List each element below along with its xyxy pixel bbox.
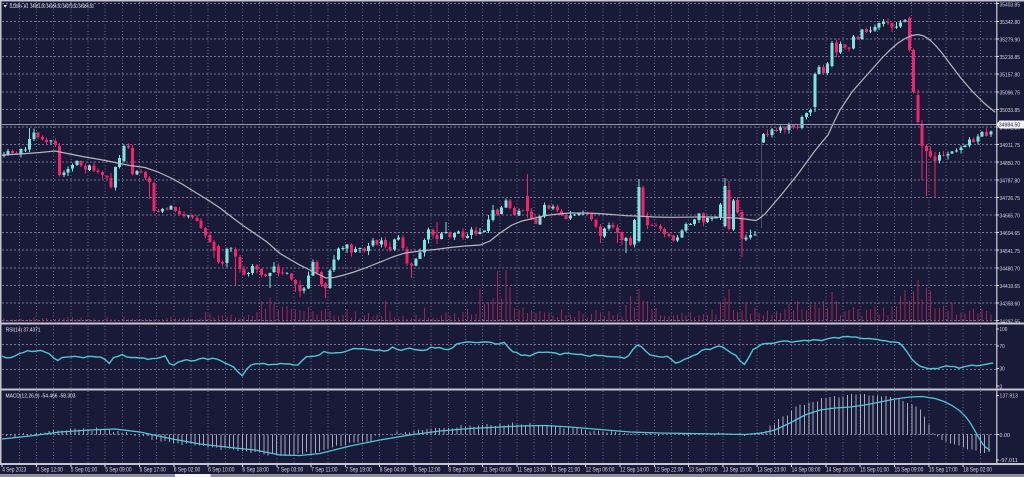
svg-text:14 Sep 08:00: 14 Sep 08:00	[792, 467, 821, 473]
svg-text:34419.65: 34419.65	[1000, 284, 1021, 290]
svg-text:15 Sep 17:00: 15 Sep 17:00	[929, 467, 958, 473]
svg-text:5 Sep 01:00: 5 Sep 01:00	[71, 467, 98, 473]
svg-text:35342.80: 35342.80	[1000, 20, 1021, 26]
svg-text:11 Sep 05:00: 11 Sep 05:00	[483, 467, 512, 473]
svg-text:13 Sep 15:00: 13 Sep 15:00	[723, 467, 752, 473]
svg-text:12 Sep 14:00: 12 Sep 14:00	[620, 467, 649, 473]
svg-text:34480.70: 34480.70	[1000, 266, 1021, 272]
svg-text:34541.75: 34541.75	[1000, 249, 1021, 255]
svg-text:70: 70	[1000, 344, 1006, 350]
svg-text:4 Sep 2023: 4 Sep 2023	[2, 467, 27, 473]
svg-text:35403.85: 35403.85	[1000, 2, 1021, 8]
svg-text:34665.70: 34665.70	[1000, 214, 1021, 220]
svg-text:7 Sep 03:00: 7 Sep 03:00	[277, 467, 304, 473]
svg-text:14 Sep 16:00: 14 Sep 16:00	[826, 467, 855, 473]
svg-text:6 Sep 10:00: 6 Sep 10:00	[208, 467, 235, 473]
svg-text:8 Sep 04:00: 8 Sep 04:00	[380, 467, 407, 473]
svg-text:4 Sep 12:00: 4 Sep 12:00	[37, 467, 64, 473]
svg-text:137.913: 137.913	[1000, 394, 1019, 400]
svg-text:MACD(12,26,9) -54.466 -58.303: MACD(12,26,9) -54.466 -58.303	[6, 394, 77, 400]
svg-text:15 Sep 09:00: 15 Sep 09:00	[895, 467, 924, 473]
svg-text:RSI(14) 37.4371: RSI(14) 37.4371	[6, 327, 41, 333]
svg-text:11 Sep 13:00: 11 Sep 13:00	[517, 467, 546, 473]
svg-text:30: 30	[1000, 367, 1006, 373]
svg-text:12 Sep 06:00: 12 Sep 06:00	[586, 467, 615, 473]
svg-text:35279.90: 35279.90	[1000, 38, 1021, 44]
svg-text:35218.85: 35218.85	[1000, 55, 1021, 61]
svg-text:100: 100	[1000, 327, 1008, 333]
svg-text:34358.60: 34358.60	[1000, 302, 1021, 308]
svg-text:6 Sep 02:00: 6 Sep 02:00	[174, 467, 201, 473]
svg-text:15 Sep 01:00: 15 Sep 01:00	[860, 467, 889, 473]
svg-text:35096.75: 35096.75	[1000, 90, 1021, 96]
svg-text:35033.85: 35033.85	[1000, 108, 1021, 114]
svg-text:5 Sep 09:00: 5 Sep 09:00	[105, 467, 132, 473]
svg-text:6 Sep 18:00: 6 Sep 18:00	[242, 467, 269, 473]
svg-text:5 Sep 17:00: 5 Sep 17:00	[140, 467, 167, 473]
svg-text:DJ30R+,H1 34981.00 34984.50 3: DJ30R+,H1 34981.00 34984.50 34979.50 349…	[10, 4, 94, 10]
svg-text:18 Sep 02:00: 18 Sep 02:00	[963, 467, 992, 473]
svg-text:34726.75: 34726.75	[1000, 196, 1021, 202]
svg-text:7 Sep 19:00: 7 Sep 19:00	[345, 467, 372, 473]
svg-text:13 Sep 23:00: 13 Sep 23:00	[757, 467, 786, 473]
svg-text:34911.75: 34911.75	[1000, 143, 1021, 149]
svg-text:34787.80: 34787.80	[1000, 178, 1021, 184]
svg-text:0.00: 0.00	[1000, 433, 1011, 439]
svg-text:34604.65: 34604.65	[1000, 231, 1021, 237]
svg-text:34984.50: 34984.50	[999, 123, 1021, 129]
svg-text:34972.80: 34972.80	[1000, 126, 1021, 132]
svg-text:12 Sep 22:00: 12 Sep 22:00	[654, 467, 683, 473]
svg-text:0: 0	[1000, 384, 1003, 390]
svg-text:35157.80: 35157.80	[1000, 73, 1021, 79]
svg-text:7 Sep 11:00: 7 Sep 11:00	[311, 467, 338, 473]
svg-text:8 Sep 12:00: 8 Sep 12:00	[414, 467, 441, 473]
svg-text:11 Sep 21:00: 11 Sep 21:00	[551, 467, 580, 473]
svg-text:-97.011: -97.011	[1000, 458, 1018, 464]
svg-text:13 Sep 07:00: 13 Sep 07:00	[689, 467, 718, 473]
svg-text:34297.55: 34297.55	[1000, 319, 1021, 325]
svg-text:34850.70: 34850.70	[1000, 161, 1021, 167]
svg-text:8 Sep 20:00: 8 Sep 20:00	[448, 467, 475, 473]
